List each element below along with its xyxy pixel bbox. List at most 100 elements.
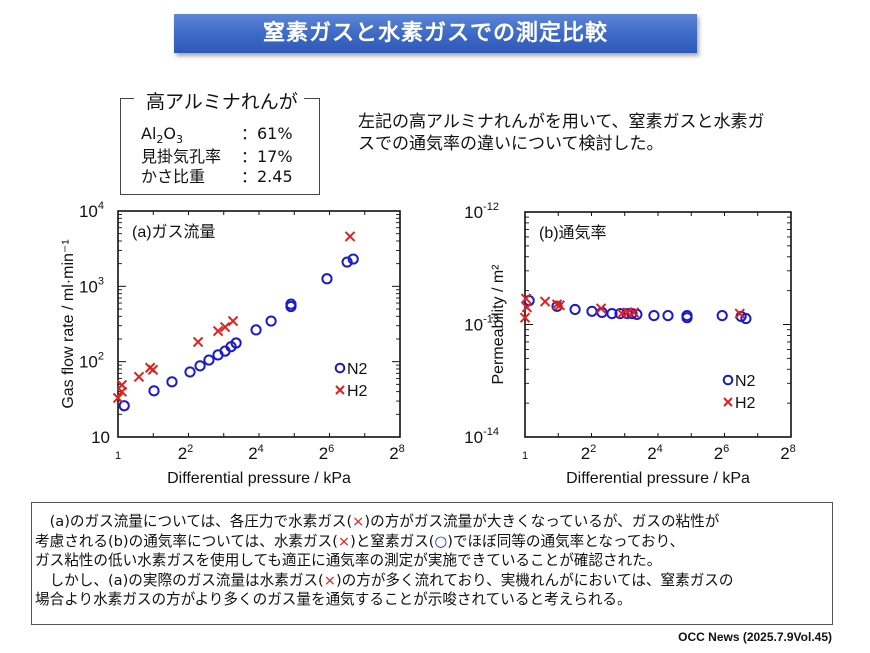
x-axis-label: Differential pressure / kPa [566, 470, 750, 487]
x-tick-exponent: 8 [399, 443, 405, 455]
n2-point [569, 303, 581, 316]
note-text: )の方が多く流れており、実機れんがにおいては、窒素ガスの [335, 571, 734, 589]
note-line: 考慮される(b)の通気率については、水素ガス(×)と窒素ガス(○)でほぼ同等の通… [35, 530, 684, 551]
x-tick-label: 24 [647, 443, 663, 463]
y-tick-exponent: -13 [483, 314, 499, 326]
n2-point [740, 312, 752, 325]
h2-point [521, 302, 533, 313]
h2-cross-stroke [212, 325, 224, 337]
h2-cross-stroke [147, 364, 159, 376]
h2-cross-stroke [595, 303, 607, 314]
h2-cross-stroke [116, 379, 128, 391]
legend-n2-marker [334, 362, 346, 374]
x-tick-exponent: 8 [790, 443, 796, 455]
h2-cross-stroke [734, 308, 745, 319]
x-tick-exponent: 2 [187, 443, 193, 455]
h2-point [519, 312, 531, 323]
h2-point [219, 321, 231, 333]
n2-point [285, 300, 297, 313]
y-axis-label: Permeability / m² [490, 264, 507, 385]
h2-point [734, 308, 745, 319]
x-tick-exponent: 6 [328, 443, 334, 455]
n2-point [662, 309, 674, 322]
y-axis-label: Gas flow rate / ml·min⁻¹ [60, 239, 77, 408]
h2-point [539, 296, 551, 307]
note-text: )と窒素ガス( [350, 532, 435, 550]
legend-n2-label: N2 [347, 361, 368, 378]
h2-cross-stroke [551, 299, 563, 310]
y-tick-exponent: -12 [483, 201, 499, 213]
panel-label: (a)ガス流量 [132, 223, 216, 241]
spec-label-part: Al [141, 124, 157, 143]
note-text: )でほぼ同等の通気率となっており、 [447, 532, 685, 550]
h2-cross-stroke [628, 307, 640, 318]
h2-cross-stroke [219, 321, 231, 333]
h2-point [595, 303, 607, 314]
x-tick-exponent: 6 [723, 443, 729, 455]
h2-point [520, 293, 532, 304]
y-tick-exponent: 4 [98, 200, 104, 212]
x-tick-label: 1 [115, 450, 121, 462]
h2-point [551, 299, 563, 310]
h2-cross-stroke [227, 315, 239, 327]
n2-point [648, 309, 660, 322]
x-axis-label: Differential pressure / kPa [167, 470, 351, 487]
n2-point [184, 366, 196, 378]
h2-marker-symbol: × [352, 513, 365, 530]
h2-cross-stroke [133, 371, 145, 382]
legend-h2-marker [335, 385, 345, 395]
h2-point [628, 307, 640, 318]
n2-point [148, 385, 160, 397]
x-tick-label: 28 [780, 443, 796, 463]
spec-label-part: O [163, 124, 176, 143]
h2-marker-symbol: × [337, 532, 351, 550]
box-border-left [120, 98, 134, 99]
legend-n2-marker [722, 374, 734, 386]
x-tick-label: 26 [714, 443, 730, 463]
n2-point [166, 376, 178, 388]
spec-subscript: 3 [175, 133, 183, 147]
spec-subscript: 2 [156, 133, 164, 147]
note-text: しかし、(a)の実際のガス流量は水素ガス( [35, 571, 324, 589]
y-tick-exponent: 2 [98, 351, 104, 363]
spec-value: ：17% [241, 147, 293, 166]
material-spec-box: 高アルミナれんが Al2O3 ：61% 見掛気孔率 ：17% かさ比重 ：2.45 [120, 87, 320, 195]
n2-point [230, 337, 242, 349]
h2-cross-stroke [521, 302, 533, 313]
spec-row-bulk-density: かさ比重 ：2.45 [141, 163, 293, 187]
note-text: 場合より水素ガスの方がより多くのガス量を通気することが示唆されていると考えられる… [35, 591, 632, 608]
n2-point [321, 273, 333, 285]
h2-cross-stroke [112, 392, 124, 404]
notes-box: (a)のガス流量については、各圧力で水素ガス(×)の方がガス流量が大きくなってい… [31, 502, 833, 625]
note-text: ガス粘性の低い水素ガスを使用しても適正に通気率の測定が実施できていることが確認さ… [35, 552, 662, 569]
n2-point [606, 307, 618, 320]
h2-point [344, 231, 356, 242]
y-tick-label: 102 [79, 351, 104, 372]
n2-point [203, 354, 215, 366]
n2-point [614, 307, 626, 320]
n2-marker-symbol: ○ [434, 532, 448, 550]
h2-cross-stroke [344, 231, 356, 242]
y-tick-label: 10-14 [464, 426, 499, 447]
note-line: 場合より水素ガスの方がより多くのガス量を通気することが示唆されていると考えられる… [35, 588, 632, 609]
description-line: 左記の高アルミナれんがを用いて、窒素ガスと水素ガ [358, 112, 765, 132]
x-tick-label: 22 [581, 443, 597, 463]
legend-h2-marker [723, 397, 733, 407]
spec-label: 見掛気孔率 [141, 147, 222, 166]
n2-point [681, 312, 693, 324]
n2-point [250, 324, 262, 336]
h2-cross-stroke [519, 312, 531, 323]
n2-point [716, 309, 728, 322]
y-tick-label: 10 [91, 428, 110, 447]
legend-h2-label: H2 [347, 383, 368, 400]
y-tick-exponent: 3 [98, 275, 104, 287]
x-tick-exponent: 4 [258, 443, 264, 455]
h2-point [192, 336, 204, 348]
x-tick-label: 22 [178, 443, 194, 463]
spec-value: ：61% [241, 124, 293, 143]
plot-frame [117, 210, 401, 438]
description: 左記の高アルミナれんがを用いて、窒素ガスと水素ガ スでの通気率の違いについて検討… [358, 111, 818, 155]
h2-point [112, 392, 124, 404]
